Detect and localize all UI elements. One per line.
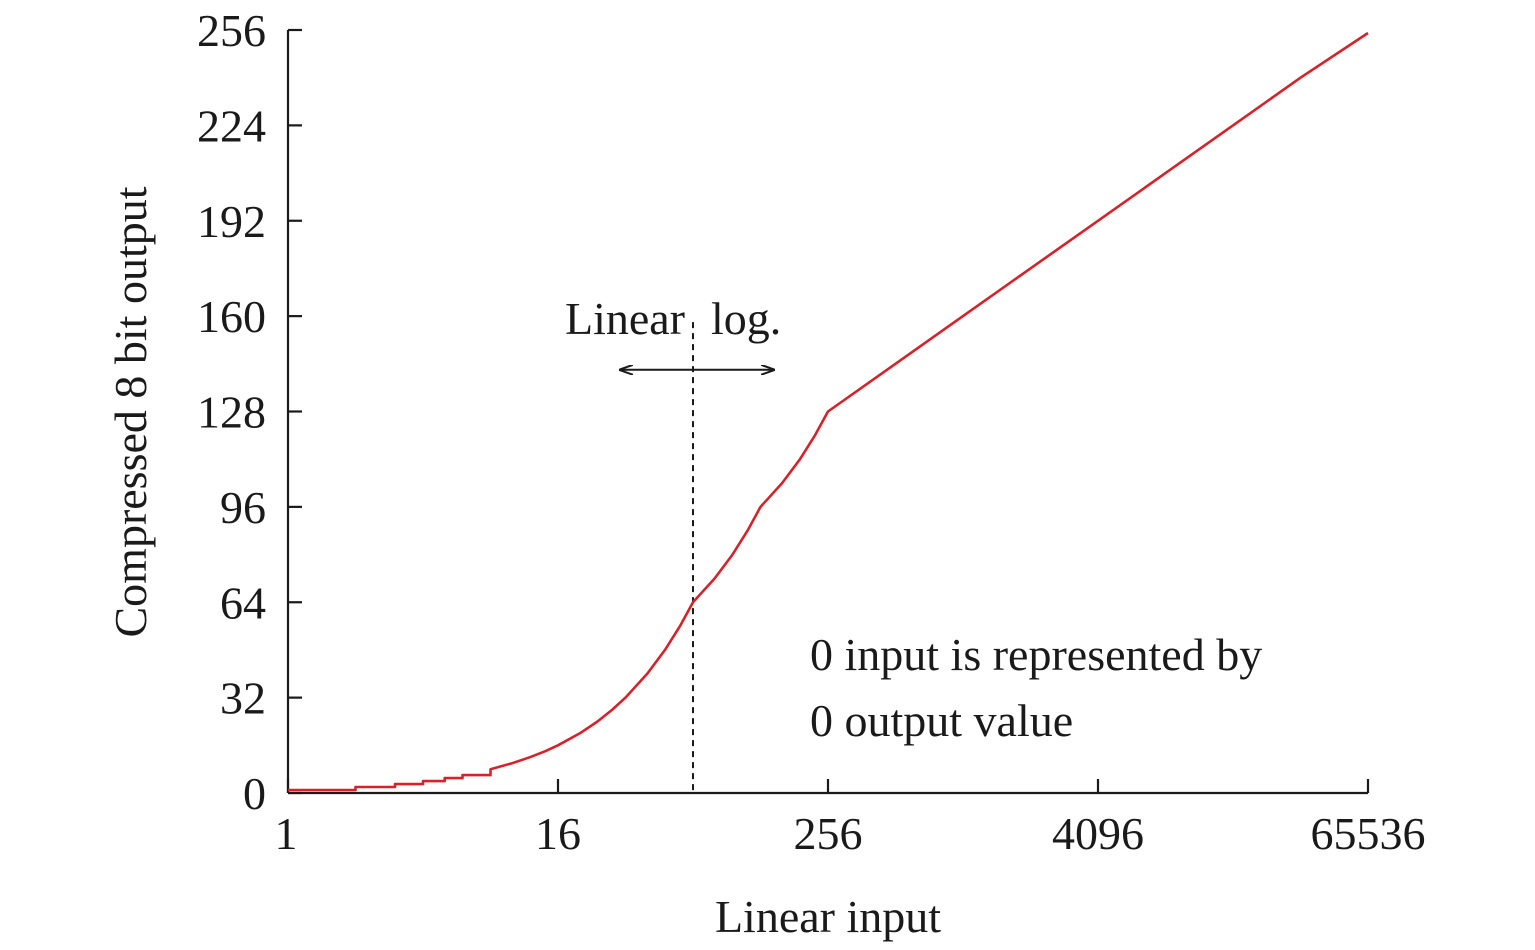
y-tick-label: 64	[220, 577, 266, 628]
y-ticks: 0 32 64 96 128 160 192 224 256	[197, 5, 302, 819]
x-tick-label: 1	[275, 808, 298, 859]
divider-label-log: log.	[711, 293, 781, 344]
y-tick-label: 224	[197, 100, 266, 151]
x-ticks: 1 16 256 4096 65536	[275, 779, 1426, 859]
series-line	[288, 31, 1369, 792]
x-tick-label: 65536	[1311, 808, 1426, 859]
y-tick-label: 32	[220, 673, 266, 724]
x-tick-label: 16	[535, 808, 581, 859]
divider-label-linear: Linear	[565, 293, 685, 344]
y-axis-title: Compressed 8 bit output	[105, 186, 156, 637]
y-tick-label: 160	[197, 291, 266, 342]
y-tick-label: 128	[197, 387, 266, 438]
x-tick-label: 4096	[1052, 808, 1144, 859]
note-line-2: 0 output value	[810, 695, 1073, 746]
note-line-1: 0 input is represented by	[810, 629, 1262, 680]
x-tick-label: 256	[794, 808, 863, 859]
y-tick-label: 0	[243, 768, 266, 819]
y-tick-label: 96	[220, 482, 266, 533]
x-axis-title: Linear input	[715, 891, 941, 942]
y-tick-label: 256	[197, 5, 266, 56]
y-tick-label: 192	[197, 196, 266, 247]
